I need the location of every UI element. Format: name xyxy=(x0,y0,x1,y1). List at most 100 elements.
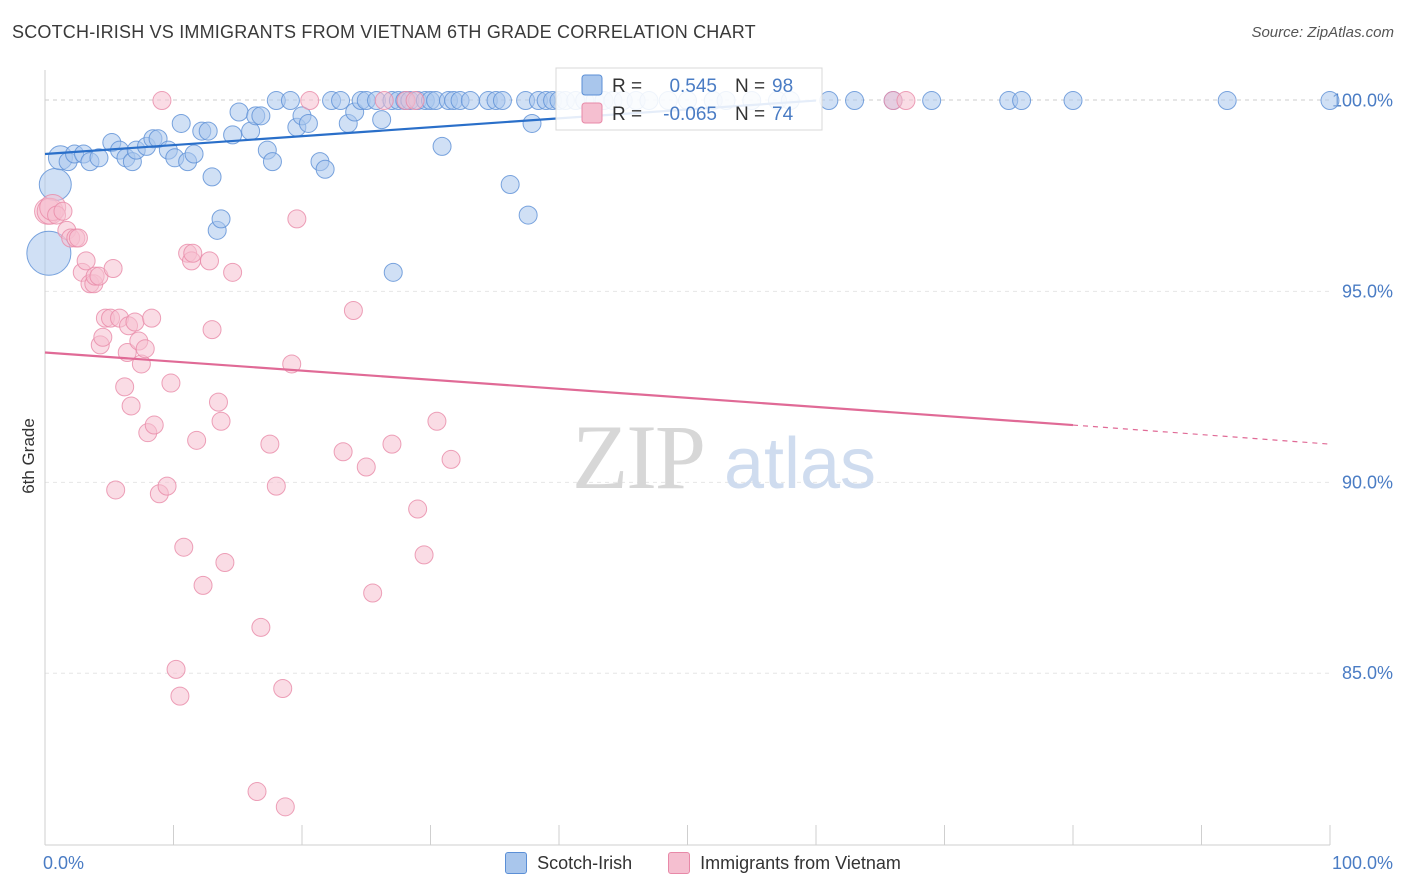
point-scotch-irish xyxy=(432,136,452,156)
watermark-zip: ZIP xyxy=(572,406,704,508)
point-vietnam xyxy=(53,201,73,221)
point-scotch-irish xyxy=(1012,91,1032,111)
stats-r-value: -0.065 xyxy=(663,104,717,125)
point-vietnam xyxy=(382,434,402,454)
stats-swatch-blue xyxy=(581,74,603,96)
stats-r-label: R = xyxy=(612,76,642,97)
point-scotch-irish xyxy=(229,102,249,122)
point-vietnam xyxy=(266,476,286,496)
point-vietnam xyxy=(300,91,320,111)
point-vietnam xyxy=(115,377,135,397)
legend: Scotch-Irish Immigrants from Vietnam xyxy=(0,852,1406,874)
point-vietnam xyxy=(76,251,96,271)
point-vietnam xyxy=(363,583,383,603)
point-scotch-irish xyxy=(211,209,231,229)
stats-r-value: 0.545 xyxy=(669,76,717,97)
point-scotch-irish xyxy=(202,167,222,187)
point-vietnam xyxy=(199,251,219,271)
y-tick-label: 85.0% xyxy=(1342,663,1393,683)
point-scotch-irish xyxy=(251,106,271,126)
trend-line-vietnam-extension xyxy=(1072,424,1331,445)
point-scotch-irish xyxy=(1063,91,1083,111)
y-axis-label: 6th Grade xyxy=(19,418,38,494)
point-vietnam xyxy=(103,259,123,279)
legend-swatch-blue xyxy=(505,852,528,874)
trend-line-vietnam xyxy=(44,351,1074,427)
point-scotch-irish xyxy=(89,148,109,168)
x-tick-label: 100.0% xyxy=(1332,853,1393,873)
point-scotch-irish xyxy=(492,91,512,111)
point-scotch-irish xyxy=(500,175,520,195)
point-vietnam xyxy=(166,659,186,679)
point-vietnam xyxy=(187,430,207,450)
point-vietnam xyxy=(441,449,461,469)
point-vietnam xyxy=(287,209,307,229)
point-vietnam xyxy=(174,537,194,557)
point-vietnam xyxy=(121,396,141,416)
point-scotch-irish xyxy=(184,144,204,164)
stats-n-value: 98 xyxy=(772,76,793,97)
point-scotch-irish xyxy=(331,91,351,111)
point-scotch-irish xyxy=(280,91,300,111)
legend-item-vietnam: Immigrants from Vietnam xyxy=(668,852,901,874)
x-tick-label: 0.0% xyxy=(43,853,84,873)
point-vietnam xyxy=(223,262,243,282)
point-scotch-irish xyxy=(198,121,218,141)
source-credit: Source: ZipAtlas.com xyxy=(1251,24,1394,41)
point-vietnam xyxy=(157,476,177,496)
x-tick-labels: 0.0% 100.0% xyxy=(43,853,1393,873)
point-vietnam xyxy=(414,545,434,565)
stats-box: R = 0.545 N = 98 R = -0.065 N = 74 xyxy=(555,67,823,131)
point-scotch-irish xyxy=(1217,91,1237,111)
stats-r-label: R = xyxy=(612,104,642,125)
point-vietnam xyxy=(333,442,353,462)
legend-label: Scotch-Irish xyxy=(537,852,633,873)
point-vietnam xyxy=(106,480,126,500)
point-vietnam xyxy=(142,308,162,328)
point-vietnam xyxy=(144,415,164,435)
point-vietnam xyxy=(251,617,271,637)
chart-title: SCOTCH-IRISH VS IMMIGRANTS FROM VIETNAM … xyxy=(12,22,756,42)
point-scotch-irish xyxy=(171,113,191,133)
point-vietnam xyxy=(183,243,203,263)
point-scotch-irish xyxy=(223,125,243,145)
point-vietnam xyxy=(202,320,222,340)
point-vietnam xyxy=(408,499,428,519)
legend-swatch-pink xyxy=(668,852,691,874)
point-vietnam xyxy=(275,797,295,817)
y-tick-label: 90.0% xyxy=(1342,472,1393,492)
stats-swatch-pink xyxy=(581,102,603,124)
point-vietnam xyxy=(405,91,425,111)
legend-item-scotch-irish: Scotch-Irish xyxy=(505,852,632,874)
point-vietnam xyxy=(125,312,145,332)
watermark: ZIP atlas xyxy=(572,406,876,508)
point-vietnam xyxy=(260,434,280,454)
stats-n-label: N = xyxy=(735,104,765,125)
point-vietnam xyxy=(427,411,447,431)
point-vietnam xyxy=(161,373,181,393)
point-vietnam xyxy=(211,411,231,431)
point-scotch-irish xyxy=(298,113,318,133)
watermark-atlas: atlas xyxy=(724,424,876,504)
point-scotch-irish xyxy=(262,152,282,172)
point-scotch-irish xyxy=(383,262,403,282)
point-vietnam xyxy=(273,678,293,698)
point-vietnam xyxy=(170,686,190,706)
point-scotch-irish xyxy=(819,91,839,111)
point-vietnam xyxy=(247,782,267,802)
point-vietnam xyxy=(896,91,916,111)
grid-lines xyxy=(45,99,1330,674)
y-tick-labels: 85.0% 90.0% 95.0% 100.0% xyxy=(1332,91,1393,684)
point-scotch-irish xyxy=(26,230,72,276)
point-vietnam xyxy=(374,91,394,111)
point-vietnam xyxy=(68,228,88,248)
stats-n-value: 74 xyxy=(772,104,794,125)
legend-label: Immigrants from Vietnam xyxy=(700,852,901,873)
point-scotch-irish xyxy=(922,91,942,111)
point-scotch-irish xyxy=(1320,91,1340,111)
point-scotch-irish xyxy=(845,91,865,111)
point-vietnam xyxy=(282,354,302,374)
point-scotch-irish xyxy=(522,113,542,133)
stats-n-label: N = xyxy=(735,76,765,97)
